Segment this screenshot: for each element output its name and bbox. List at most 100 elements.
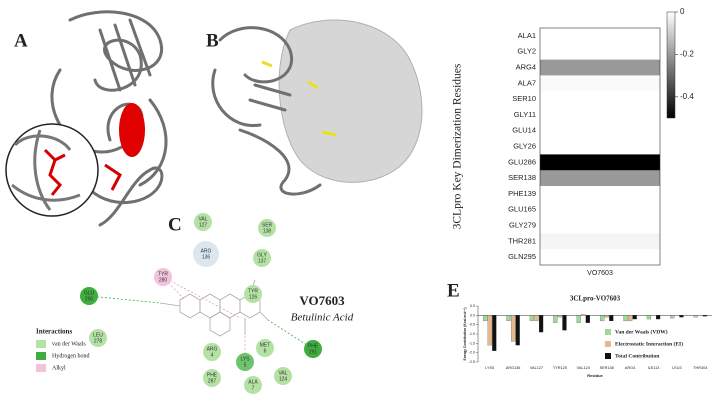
y-tick-label: -0.5 bbox=[469, 323, 475, 327]
heatmap-cell bbox=[540, 75, 660, 92]
residue-node bbox=[203, 369, 221, 387]
bar bbox=[581, 314, 586, 316]
residue-node bbox=[203, 343, 221, 361]
residue-node bbox=[244, 285, 262, 303]
legend-label: van der Waals bbox=[52, 341, 86, 347]
legend-label: Hydrogen bond bbox=[52, 353, 90, 359]
panel-label: A bbox=[14, 30, 28, 51]
bar bbox=[655, 315, 661, 320]
row-label: SER138 bbox=[508, 173, 536, 182]
residue-number: 7 bbox=[252, 385, 255, 391]
y-tick-label: -1.5 bbox=[469, 341, 475, 345]
legend-label: Alkyl bbox=[52, 365, 66, 371]
bar bbox=[483, 315, 488, 322]
row-label: THR281 bbox=[508, 236, 536, 245]
row-label: GLY279 bbox=[509, 220, 536, 229]
residue-name: TYR bbox=[248, 288, 258, 294]
chart-title: 3CLpro-VO7603 bbox=[570, 295, 621, 303]
heatmap-cell bbox=[540, 43, 660, 60]
legend-swatch bbox=[605, 353, 611, 359]
y-tick-label: -1.0 bbox=[469, 332, 475, 336]
y-tick-label: 0.5 bbox=[470, 304, 475, 308]
row-label: GLU165 bbox=[508, 205, 536, 214]
inset-protein bbox=[11, 129, 81, 211]
residue-number: 278 bbox=[94, 338, 103, 344]
bar bbox=[609, 315, 614, 322]
legend-label: Van der Waals (VDW) bbox=[615, 328, 668, 335]
residue-number: 291 bbox=[309, 349, 318, 355]
residue-node bbox=[253, 249, 271, 267]
heatmap-cell bbox=[540, 28, 660, 45]
residue-number: 136 bbox=[202, 254, 211, 260]
bar bbox=[632, 315, 637, 320]
x-tick-label: VAL124 bbox=[577, 366, 590, 370]
heatmap-cell bbox=[540, 170, 660, 187]
residue-name: PHE bbox=[207, 372, 218, 378]
bar bbox=[557, 315, 562, 318]
residue-name: LEU bbox=[93, 332, 103, 338]
bar bbox=[534, 315, 539, 322]
residue-name: ARG bbox=[201, 248, 212, 254]
row-label: PHE139 bbox=[508, 189, 536, 198]
legend-swatch bbox=[36, 340, 46, 348]
residue-number: 137 bbox=[258, 258, 267, 264]
compound-id: VO7603 bbox=[299, 293, 345, 308]
y-axis-title: Energy Contribution (Kcal mol⁻¹) bbox=[463, 307, 467, 360]
residue-number: 287 bbox=[208, 378, 217, 384]
legend-swatch bbox=[605, 329, 611, 335]
bar bbox=[702, 315, 707, 317]
x-axis-title: Residue bbox=[587, 373, 603, 378]
residue-node bbox=[304, 340, 322, 358]
residue-node bbox=[89, 329, 107, 347]
residue-node bbox=[193, 241, 219, 267]
residue-node bbox=[256, 339, 274, 357]
residue-number: 5 bbox=[244, 362, 247, 368]
residue-number: 127 bbox=[199, 222, 208, 228]
residue-node bbox=[244, 376, 262, 394]
panel-label: E bbox=[447, 280, 460, 301]
y-tick-label: -2.5 bbox=[469, 360, 475, 364]
residue-node bbox=[258, 219, 276, 237]
x-tick-label: ILE113 bbox=[648, 366, 660, 370]
bar bbox=[576, 315, 581, 323]
row-label: ALA1 bbox=[518, 31, 536, 40]
bar bbox=[515, 315, 520, 346]
heatmap-cell bbox=[540, 122, 660, 139]
heatmap-cell bbox=[540, 138, 660, 155]
residue-number: 4 bbox=[211, 352, 214, 358]
bar bbox=[679, 315, 684, 318]
heatmap-cell bbox=[540, 186, 660, 203]
bar bbox=[529, 315, 535, 322]
residue-node bbox=[236, 353, 254, 371]
row-label: GLY26 bbox=[513, 141, 536, 150]
residue-node bbox=[80, 287, 98, 305]
x-tick-label: ARG4 bbox=[625, 366, 635, 370]
residue-name: VAL bbox=[198, 216, 207, 222]
bar bbox=[562, 315, 567, 331]
x-tick-label: VO7603 bbox=[587, 270, 613, 277]
heatmap-cell bbox=[540, 233, 660, 250]
ligand-surface bbox=[119, 103, 145, 157]
row-label: GLY2 bbox=[517, 47, 536, 56]
ligand-site bbox=[104, 163, 122, 191]
colorbar bbox=[666, 11, 676, 119]
legend-label: Total Contribution bbox=[615, 353, 659, 359]
x-tick-label: VAL127 bbox=[530, 366, 543, 370]
row-label: ARG4 bbox=[516, 62, 536, 71]
row-label: GLU286 bbox=[508, 157, 536, 166]
bar bbox=[553, 315, 558, 323]
bar bbox=[492, 315, 497, 351]
colorbar-tick-label: 0 bbox=[680, 7, 685, 16]
bar bbox=[600, 315, 605, 322]
inset-ligand bbox=[43, 148, 66, 196]
legend-swatch bbox=[36, 364, 46, 372]
y-axis-title: 3CLpro Key Dimerization Residues bbox=[452, 63, 464, 229]
legend-swatch bbox=[605, 341, 611, 347]
heatmap-cell bbox=[540, 91, 660, 108]
bar bbox=[646, 315, 652, 320]
residue-node bbox=[194, 213, 212, 231]
protein-b bbox=[211, 26, 322, 196]
protein-surface bbox=[278, 19, 423, 183]
residue-number: 6 bbox=[264, 348, 267, 354]
residue-name: MET bbox=[260, 342, 271, 348]
